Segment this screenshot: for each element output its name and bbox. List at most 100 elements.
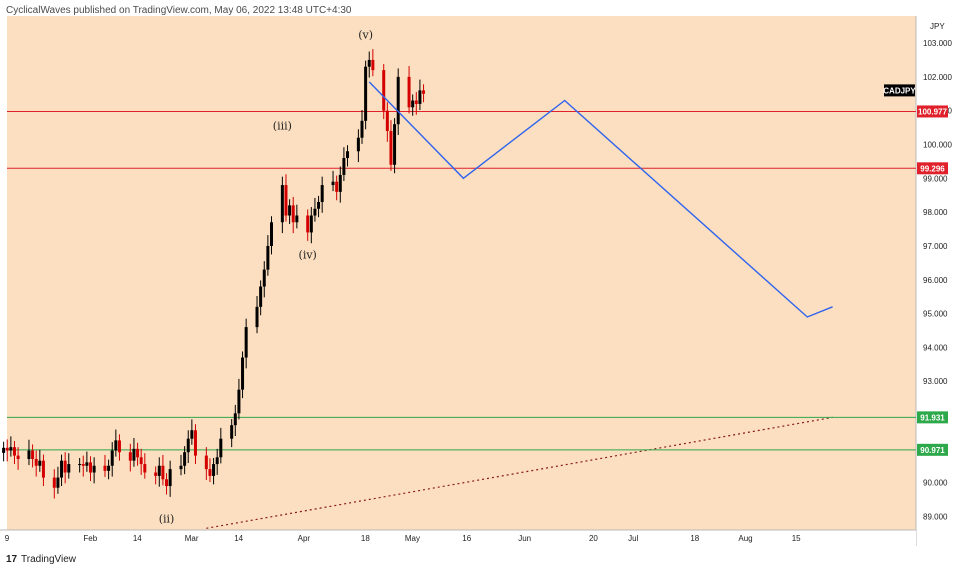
candle-body — [215, 457, 219, 465]
candle-body — [110, 450, 114, 466]
candle-body — [411, 100, 415, 108]
candle — [38, 449, 42, 472]
candle — [309, 207, 313, 244]
candle — [317, 195, 321, 218]
x-tick-label: Apr — [298, 534, 311, 543]
candle-body — [422, 90, 426, 94]
candle — [190, 419, 194, 445]
candle — [306, 209, 310, 241]
candle — [67, 453, 71, 479]
horizontal-levels — [7, 110, 916, 451]
x-tick-label: Feb — [83, 534, 97, 543]
candle-body — [92, 465, 96, 473]
candle — [103, 454, 107, 477]
candle — [117, 434, 121, 461]
time-scale[interactable] — [0, 530, 916, 546]
candle — [136, 442, 140, 466]
candle-body — [168, 469, 172, 487]
candle-body — [183, 452, 187, 466]
candle — [92, 457, 96, 484]
x-tick-label: Jun — [518, 534, 531, 543]
candle-body — [128, 452, 132, 461]
candle — [56, 466, 60, 494]
candle-body — [12, 447, 16, 456]
candle — [385, 102, 389, 142]
candle-body — [385, 110, 389, 131]
price-tags: 100.977 99.296 91.931 90.971 CADJPY — [883, 84, 948, 456]
candle — [63, 452, 67, 484]
x-axis-ticks: 9 Feb 14 Mar 14 Apr 18 May 16 Jun 20 Jul 18 Aug 15 — [5, 534, 801, 543]
resistance-price-tag: 100.977 — [917, 105, 948, 118]
candle — [407, 66, 411, 114]
symbol-tag: CADJPY — [883, 84, 916, 97]
candle-body — [346, 151, 350, 159]
candle — [230, 419, 234, 448]
candle-body — [165, 479, 169, 487]
candle-body — [335, 181, 339, 192]
candle-body — [288, 205, 292, 216]
candle-body — [338, 174, 342, 192]
candle-body — [393, 124, 397, 165]
candle — [193, 424, 197, 465]
candle-body — [212, 464, 216, 476]
plot-area[interactable] — [7, 16, 916, 530]
candle — [34, 450, 38, 477]
candle — [280, 176, 284, 234]
candle-body — [266, 245, 270, 270]
candle-body — [414, 100, 418, 104]
candle — [291, 196, 295, 234]
candle — [338, 166, 342, 203]
y-tick-label: 95.000 — [923, 310, 948, 319]
candle — [364, 60, 368, 130]
candle-body — [52, 477, 56, 488]
y-tick-label: 97.000 — [923, 242, 948, 251]
candle — [2, 441, 6, 462]
x-tick-label: 18 — [361, 534, 370, 543]
candle-body — [179, 465, 183, 470]
candle — [266, 235, 270, 276]
candle-body — [317, 201, 321, 209]
x-tick-label: 16 — [462, 534, 471, 543]
y-tick-label: 90.000 — [923, 479, 948, 488]
candle — [389, 120, 393, 171]
x-tick-label: Mar — [185, 534, 199, 543]
resistance-price-tag-bg — [917, 105, 948, 118]
candle — [241, 351, 245, 399]
candle — [85, 451, 89, 472]
candle — [31, 444, 35, 468]
candle — [331, 170, 335, 192]
candle — [52, 469, 56, 499]
candle-body — [237, 389, 241, 414]
candle-body — [280, 185, 284, 223]
candle-body — [190, 430, 194, 439]
x-tick-label: 14 — [133, 534, 142, 543]
candle — [367, 51, 371, 78]
candle-body — [244, 327, 248, 358]
tradingview-logo-icon: 17 — [6, 554, 18, 565]
candle-body — [389, 130, 393, 165]
candle — [371, 49, 375, 77]
candle — [414, 92, 418, 115]
candle-body — [233, 413, 237, 426]
candle — [360, 110, 364, 144]
candle-body — [143, 464, 147, 473]
candle-body — [255, 306, 259, 328]
candle — [157, 457, 161, 487]
support-price-tag: 90.971 — [917, 443, 948, 456]
candle — [255, 295, 259, 334]
candle-body — [331, 181, 335, 186]
candle-body — [114, 440, 118, 451]
candle-body — [262, 269, 266, 287]
candle-body — [320, 185, 324, 202]
candle — [204, 447, 208, 480]
candle-body — [364, 66, 368, 121]
candle-body — [157, 465, 161, 476]
candle — [208, 458, 212, 482]
y-tick-label: 93.000 — [923, 377, 948, 386]
x-tick-label: 18 — [690, 534, 699, 543]
candle — [9, 436, 13, 457]
publisher-header: CyclicalWaves published on TradingView.c… — [6, 5, 352, 16]
wave-label: (ii) — [159, 512, 175, 525]
y-tick-label: 103.000 — [923, 39, 952, 48]
